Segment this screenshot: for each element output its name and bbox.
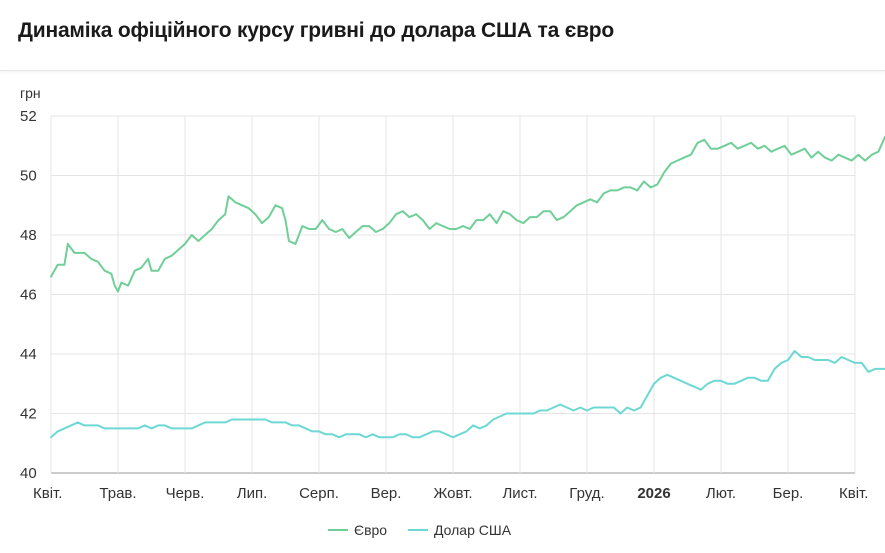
page-title: Динаміка офіційного курсу гривні до дола… [18, 19, 615, 42]
x-tick-label: Груд. [569, 485, 604, 502]
x-tick-label: Вер. [371, 485, 402, 502]
x-tick-label: Серп. [299, 485, 339, 502]
series-line-usd [50, 350, 885, 439]
y-tick-label: 46 [20, 287, 37, 304]
y-tick-label: 52 [20, 108, 37, 125]
y-tick-label: 48 [20, 227, 37, 244]
x-tick-label: Бер. [773, 485, 804, 502]
x-tick-label: Лист. [502, 485, 537, 502]
axis-layer: 40 42 44 46 48 50 52 грн Квіт. Трав. Черв. Лип. Серп… [20, 85, 868, 502]
y-tick-label: 42 [20, 406, 37, 423]
line-chart: 40 42 44 46 48 50 52 грн Квіт. Трав. Черв. Лип. Серп… [20, 85, 885, 538]
grid-layer [50, 115, 856, 474]
chart-header: Динаміка офіційного курсу гривні до дола… [0, 0, 885, 71]
y-tick-label: 40 [20, 465, 37, 482]
legend-label: Євро [354, 522, 387, 538]
x-tick-label: Жовт. [433, 485, 472, 502]
y-tick-label: 50 [20, 168, 37, 185]
y-axis-label: грн [20, 85, 41, 101]
legend-label: Долар США [434, 522, 512, 538]
x-tick-label: Трав. [99, 485, 136, 502]
legend: Євро Долар США [328, 522, 512, 538]
x-tick-label: Лип. [237, 485, 268, 502]
x-tick-label: Лют. [706, 485, 736, 502]
y-tick-label: 44 [20, 346, 37, 363]
x-tick-label: Черв. [166, 485, 205, 502]
x-tick-label: 2026 [637, 485, 670, 502]
x-tick-label: Квіт. [33, 485, 62, 502]
x-tick-label: Квіт. [839, 485, 868, 502]
series-layer [50, 135, 885, 439]
series-line-euro [50, 135, 885, 293]
